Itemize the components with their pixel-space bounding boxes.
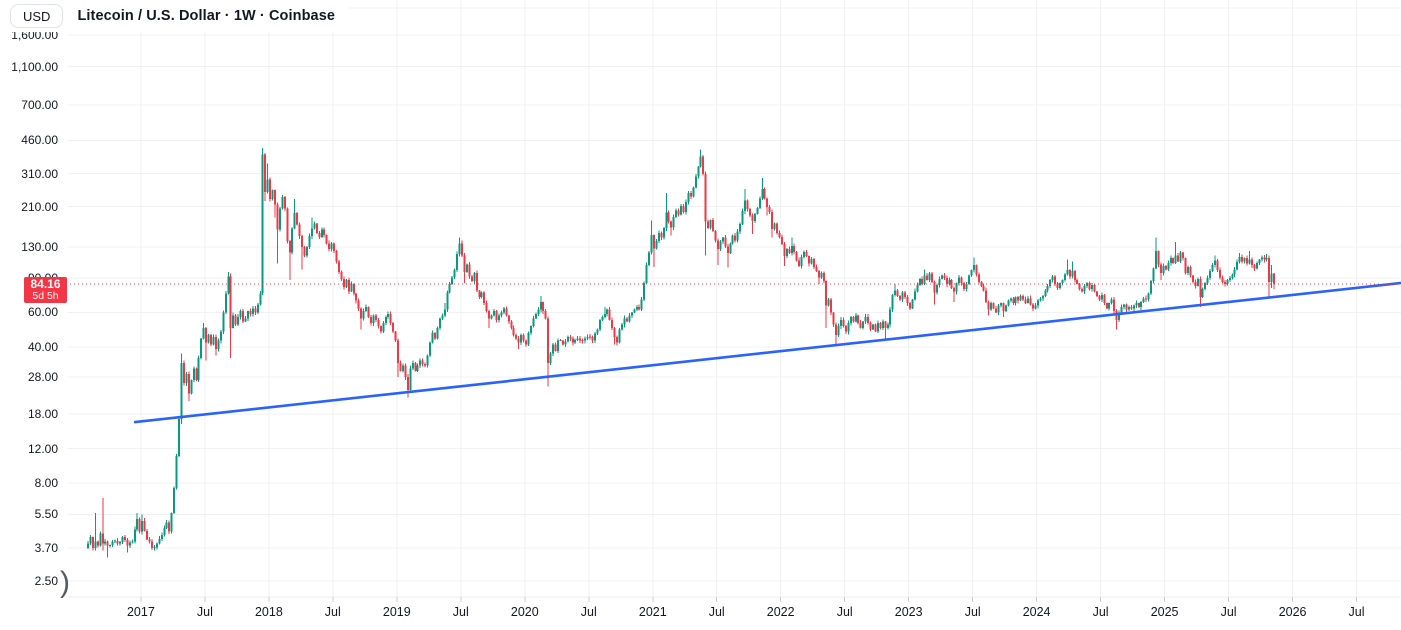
current-price-value: 84.16 <box>30 276 61 291</box>
grid-lines <box>68 0 1401 597</box>
time-scale-label: Jul <box>836 605 853 619</box>
time-scale-label: Jul <box>1348 605 1365 619</box>
time-scale-label: Jul <box>964 605 981 619</box>
price-scale-label: 40.00 <box>27 339 58 354</box>
time-scale-label: Jul <box>708 605 725 619</box>
time-scale-label: 2023 <box>894 605 923 619</box>
time-scale-label: 2025 <box>1150 605 1179 619</box>
time-scale-label: Jul <box>1092 605 1109 619</box>
clipped-logo-glyph[interactable]: ) <box>60 566 70 599</box>
candle-wicks-down <box>92 152 1275 558</box>
price-scale-label: 210.00 <box>21 199 58 214</box>
chart-legend-toolbar: USD Litecoin / U.S. Dollar · 1W · Coinba… <box>0 0 350 32</box>
price-scale-label: 2.50 <box>34 574 58 589</box>
bar-countdown: 5d 5h <box>32 289 59 302</box>
time-scale-label: 2022 <box>766 605 795 619</box>
currency-toggle-button[interactable]: USD <box>10 4 64 28</box>
time-scale-label: 2019 <box>382 605 411 619</box>
price-scale-label: 5.50 <box>34 507 58 522</box>
candle-wicks-up <box>87 148 1273 551</box>
price-scale-label: 460.00 <box>21 133 58 148</box>
time-scale-label: Jul <box>1220 605 1237 619</box>
price-scale-label: 3.70 <box>34 540 58 555</box>
time-scale-label: Jul <box>324 605 341 619</box>
time-scale-label: Jul <box>580 605 597 619</box>
time-scale-label: 2018 <box>254 605 283 619</box>
time-scale-label: 2026 <box>1278 605 1307 619</box>
price-scale-label: 8.00 <box>34 475 58 490</box>
time-scale-label: 2021 <box>638 605 667 619</box>
price-scale-label: 700.00 <box>21 97 58 112</box>
price-scale-label: 130.00 <box>21 240 58 255</box>
price-scale-label: 28.00 <box>27 369 58 384</box>
price-scale-label: 18.00 <box>27 407 58 422</box>
time-axis-ticks <box>140 597 1357 602</box>
current-price-tag: 84.16 5d 5h <box>24 276 67 303</box>
price-scale-label: 310.00 <box>21 166 58 181</box>
price-scale-label: 12.00 <box>27 441 58 456</box>
time-scale-label: 2024 <box>1022 605 1051 619</box>
symbol-title: Litecoin / U.S. Dollar · 1W · Coinbase <box>77 8 336 24</box>
trendline[interactable] <box>133 281 1401 424</box>
price-scale-label: 60.00 <box>27 305 58 320</box>
time-scale-label: 2017 <box>126 605 155 619</box>
time-scale-label: Jul <box>196 605 213 619</box>
price-scale-label: 1,100.00 <box>11 59 58 74</box>
time-scale-label: Jul <box>452 605 469 619</box>
candle-bodies-down <box>91 154 1276 548</box>
time-scale-label: 2020 <box>510 605 539 619</box>
candle-bodies-up <box>87 154 1273 549</box>
